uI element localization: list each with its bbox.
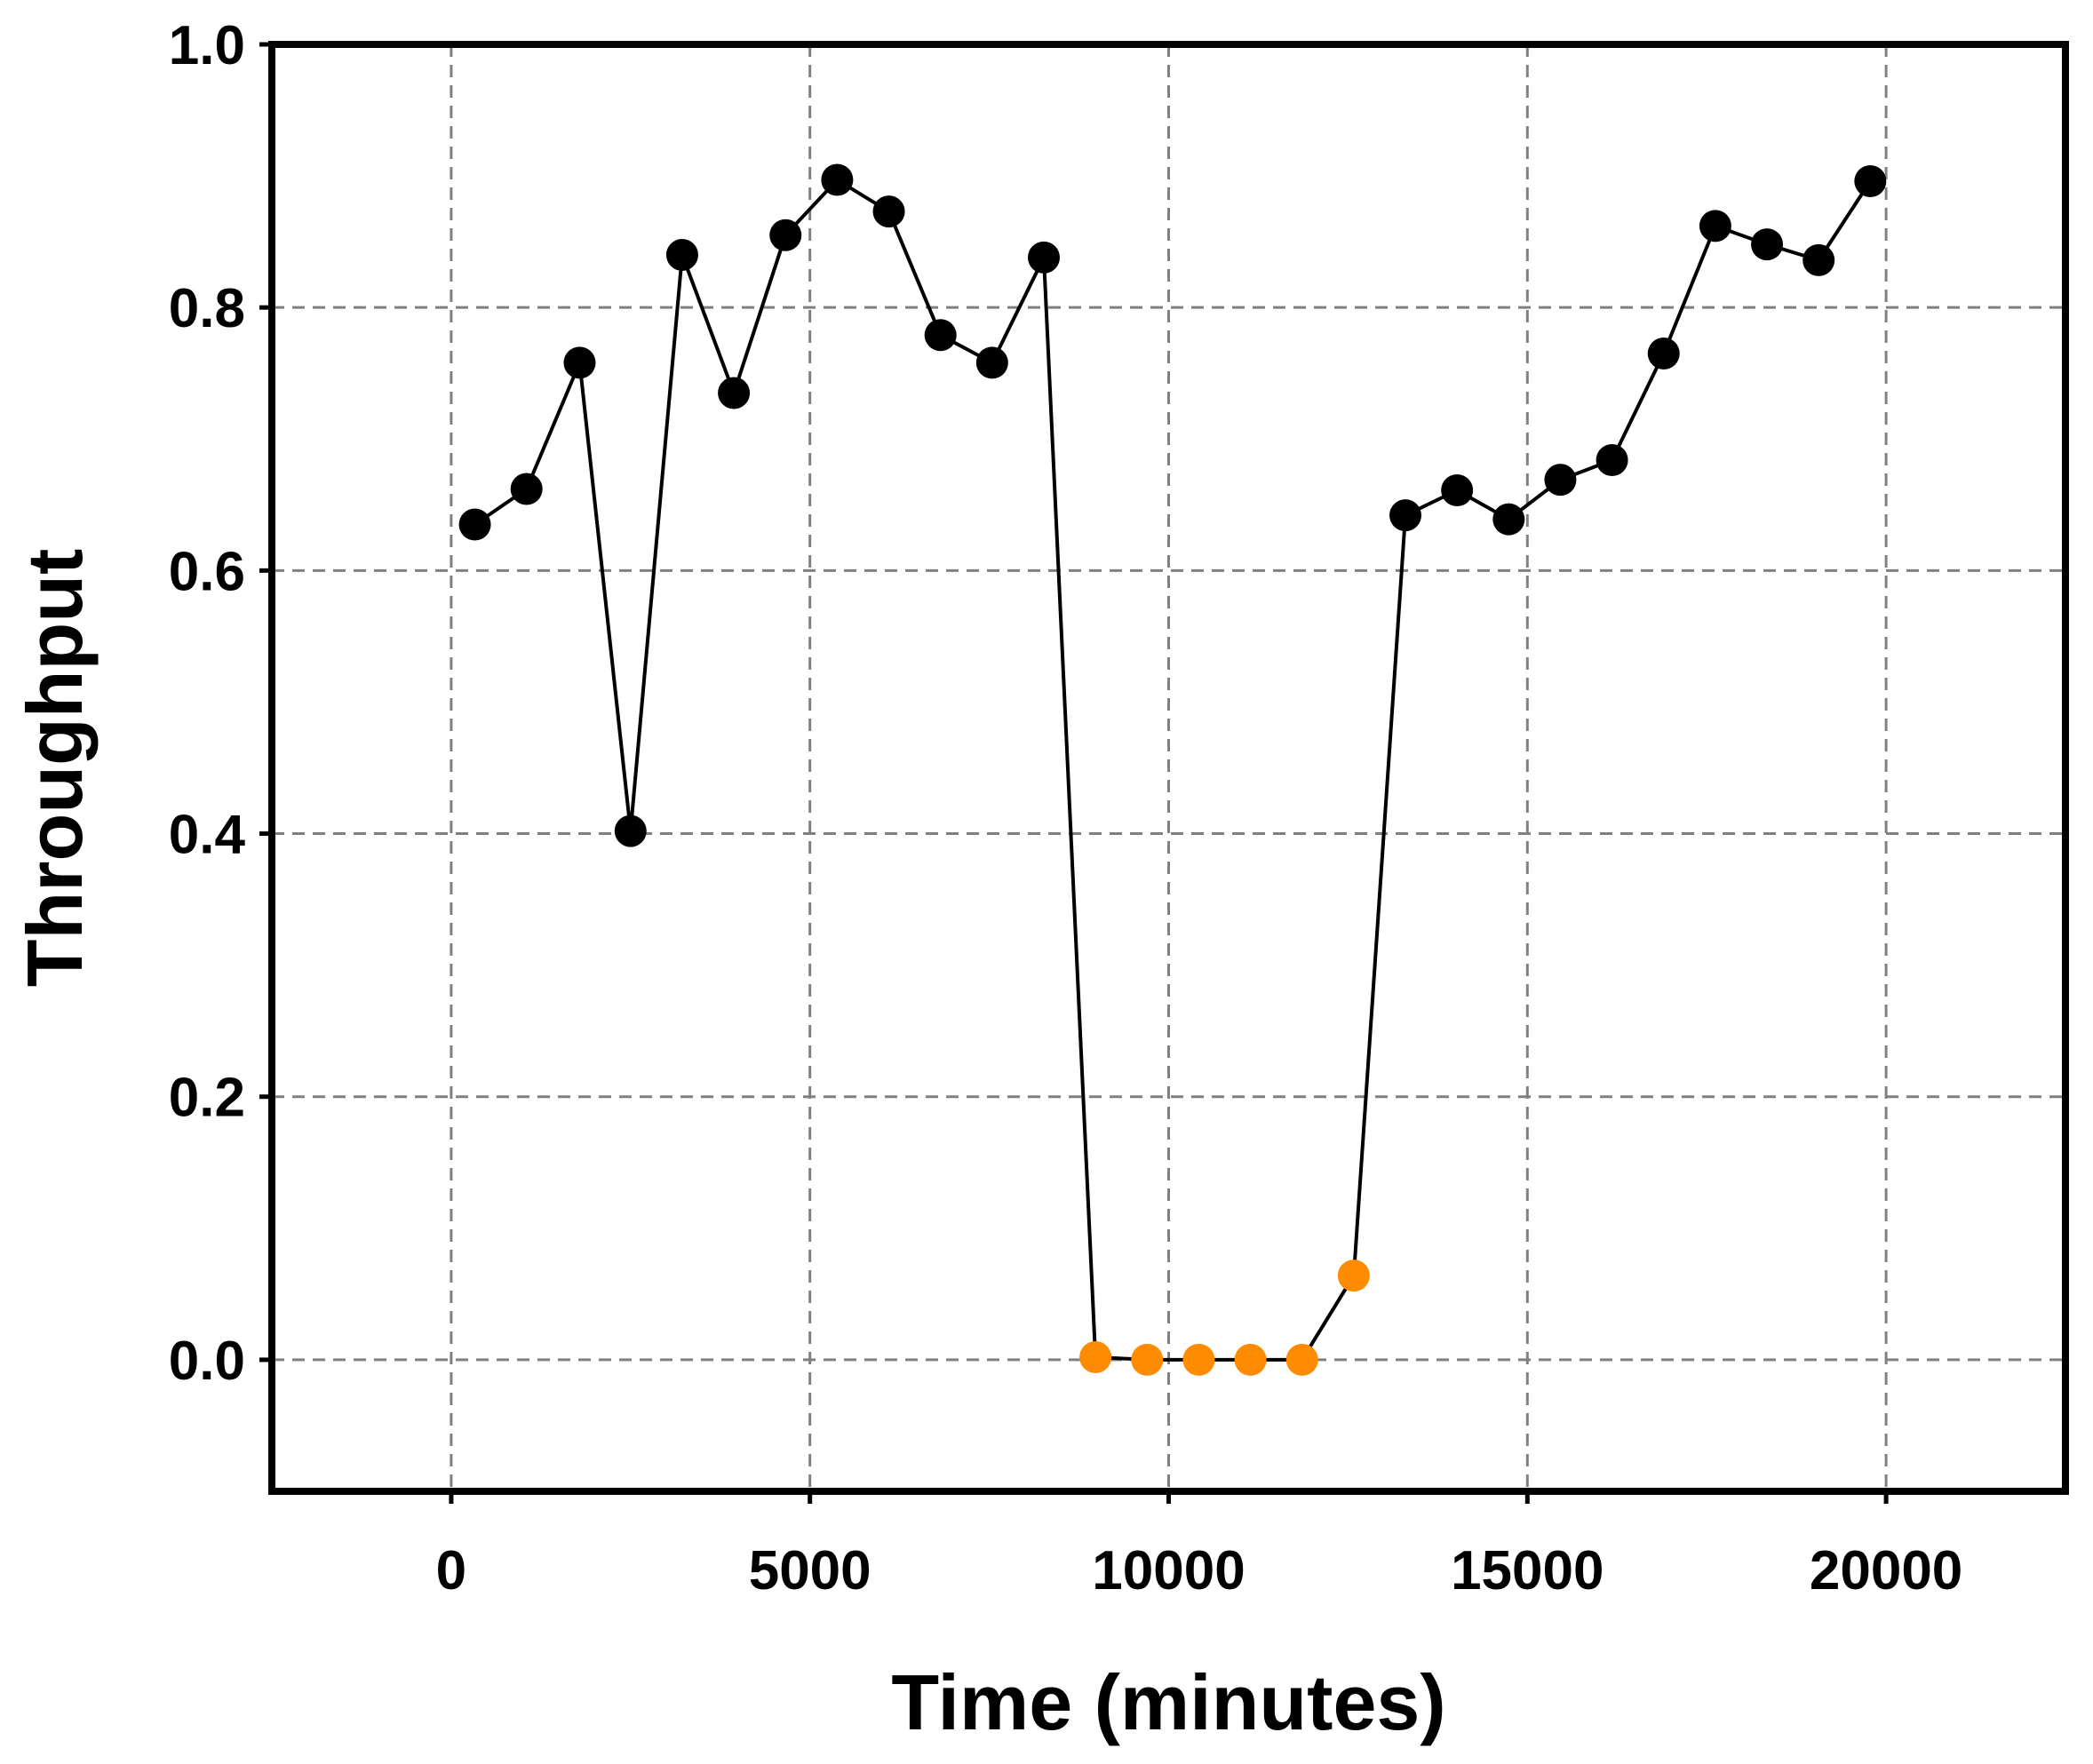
y-tick-label: 0.4 (169, 805, 246, 866)
y-tick-label: 0.6 (169, 541, 245, 602)
data-point (1596, 443, 1628, 476)
outage-data-point (1131, 1343, 1164, 1376)
data-point (1699, 210, 1731, 242)
y-axis-title: Throughput (11, 549, 99, 988)
data-point (458, 508, 491, 541)
data-point (821, 163, 854, 196)
x-tick-label: 5000 (749, 1540, 871, 1601)
data-point (1492, 503, 1525, 536)
y-tick-label: 0.2 (169, 1068, 245, 1129)
grid (272, 43, 2065, 1491)
data-point (1389, 499, 1422, 532)
data-point (1803, 243, 1835, 276)
outage-data-point (1234, 1343, 1267, 1376)
data-point (718, 377, 751, 409)
data-points (458, 163, 1887, 1376)
y-tick-label: 0.0 (169, 1331, 245, 1392)
data-point (1854, 165, 1887, 198)
data-point (872, 195, 905, 228)
throughput-line (474, 177, 1872, 1362)
data-point (665, 238, 698, 271)
outage-data-point (1182, 1343, 1215, 1376)
data-point (975, 346, 1008, 379)
data-point (1544, 464, 1577, 497)
outage-data-point (1079, 1340, 1112, 1373)
data-point (1647, 338, 1680, 370)
y-tick-label: 0.8 (169, 278, 245, 339)
x-tick-labels: 0 5000 10000 15000 20000 (436, 1540, 1963, 1601)
data-point (1027, 241, 1060, 274)
data-point (614, 814, 647, 847)
data-point (510, 473, 543, 505)
axis-ticks (259, 42, 1889, 1504)
x-axis-title: Time (minutes) (891, 1658, 1445, 1746)
outage-data-point (1337, 1259, 1370, 1292)
x-tick-label: 15000 (1451, 1540, 1604, 1601)
x-tick-label: 10000 (1092, 1540, 1245, 1601)
x-tick-label: 0 (436, 1540, 466, 1601)
y-tick-label: 1.0 (169, 15, 245, 76)
data-point (1441, 474, 1474, 507)
x-tick-label: 20000 (1810, 1540, 1962, 1601)
y-tick-labels: 0.0 0.2 0.4 0.6 0.8 1.0 (169, 15, 246, 1392)
data-point (563, 346, 596, 379)
data-point (769, 219, 802, 251)
outage-data-point (1285, 1343, 1318, 1376)
data-point (1751, 228, 1784, 261)
plot-frame (268, 41, 2069, 1495)
data-point (924, 319, 957, 352)
